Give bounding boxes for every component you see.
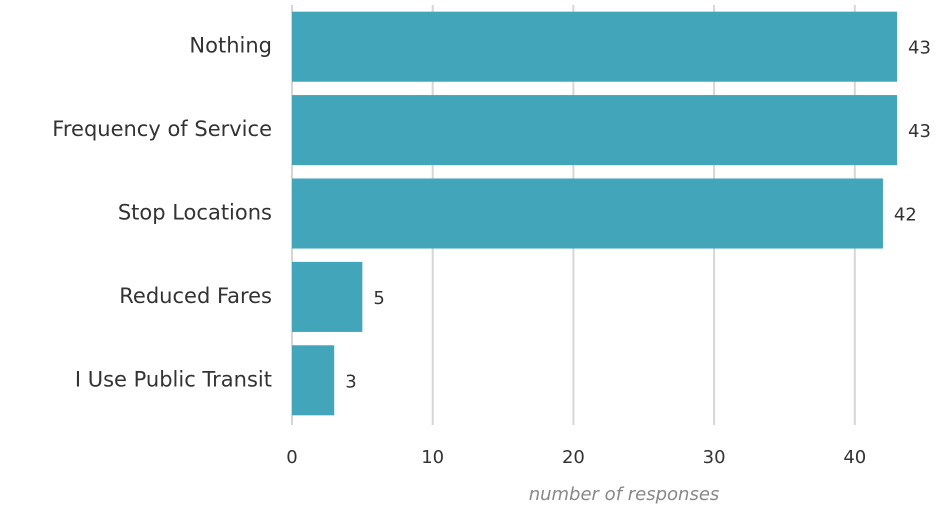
y-tick-label: Reduced Fares: [119, 284, 272, 308]
data-label: 42: [894, 205, 917, 226]
bar: [292, 95, 897, 166]
x-tick-label: 10: [421, 447, 444, 468]
data-label: 43: [908, 38, 931, 59]
x-tick-label: 40: [843, 447, 866, 468]
data-label: 43: [908, 121, 931, 142]
y-tick-label: I Use Public Transit: [75, 367, 272, 391]
y-tick-label: Stop Locations: [118, 201, 272, 225]
bar: [292, 11, 897, 82]
bar: [292, 178, 883, 249]
data-label: 3: [345, 371, 356, 392]
x-axis-label: number of responses: [529, 484, 720, 505]
x-tick-label: 20: [562, 447, 585, 468]
y-tick-label: Nothing: [189, 34, 272, 58]
bar: [292, 261, 363, 332]
data-label: 5: [373, 288, 384, 309]
bar: [292, 345, 335, 416]
y-tick-label: Frequency of Service: [52, 117, 272, 141]
x-tick-label: 0: [286, 447, 297, 468]
x-tick-label: 30: [703, 447, 726, 468]
